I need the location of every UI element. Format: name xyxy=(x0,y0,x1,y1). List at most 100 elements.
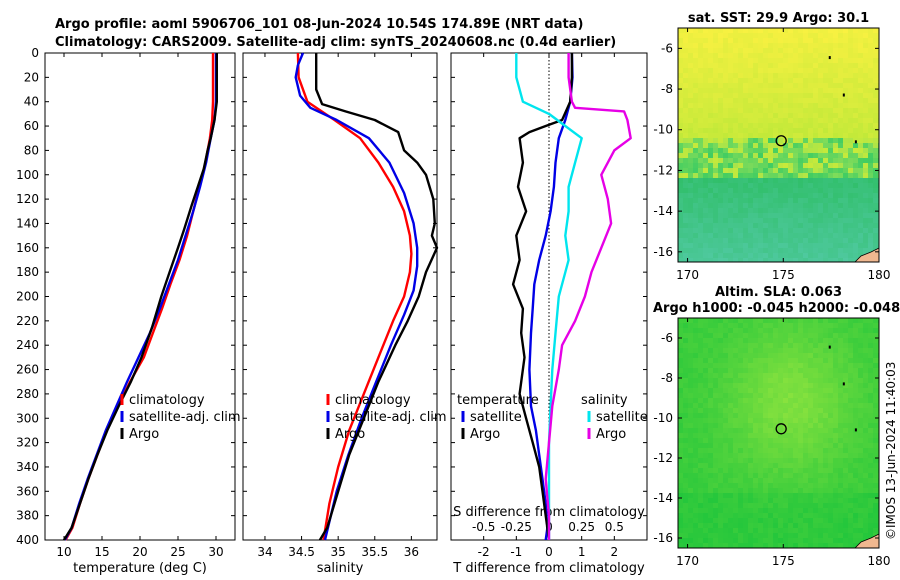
legend-label: satellite-adj. clim xyxy=(335,410,447,425)
x-tick-label: 35.5 xyxy=(361,545,388,559)
map-field xyxy=(678,28,879,262)
y-tick-label: 380 xyxy=(16,509,39,523)
x-tick-label: 35 xyxy=(331,545,346,559)
argo-position-marker xyxy=(775,423,787,435)
y-tick-label: -14 xyxy=(653,491,673,505)
map-subtitle: Argo h1000: -0.045 h2000: -0.048 xyxy=(653,301,900,316)
y-tick-label: 400 xyxy=(16,533,39,547)
y-tick-label: 360 xyxy=(16,484,39,498)
y-tick-label: 120 xyxy=(16,192,39,206)
salinity-tick-label: -0.5 xyxy=(472,520,495,534)
salinity-tick-label: 0.5 xyxy=(605,520,624,534)
x-axis-label: temperature (deg C) xyxy=(73,561,207,576)
legend-label: climatology xyxy=(335,393,411,408)
legend-label: Argo xyxy=(129,427,159,442)
panel-frame xyxy=(44,52,236,541)
map-title: Altim. SLA: 0.063 xyxy=(715,285,842,300)
salinity-tick-label: -0.25 xyxy=(501,520,532,534)
x-tick-label: 25 xyxy=(170,545,185,559)
x-tick-label: 0 xyxy=(545,545,553,559)
title-line-2: Climatology: CARS2009. Satellite-adj cli… xyxy=(55,35,616,50)
island-marker xyxy=(854,140,857,144)
island-marker xyxy=(828,56,831,60)
x-tick-label: 170 xyxy=(676,268,699,282)
legend-label: Argo xyxy=(596,427,626,442)
y-tick-label: 300 xyxy=(16,411,39,425)
temperature-panel: 0 20 40 60 80 100 120 140 160 180 200 220 240 260 280 3… xyxy=(16,46,241,576)
y-tick-label: -6 xyxy=(661,331,673,345)
salinity-tick-label: 0.25 xyxy=(568,520,595,534)
salinity-panel: 34 34.5 35 35.5 36 salinity climatology satelli… xyxy=(242,52,447,576)
x-tick-label: 34 xyxy=(257,545,272,559)
series-line xyxy=(294,52,419,541)
legend-label: satellite-adj. clim xyxy=(129,410,241,425)
y-tick-label: 160 xyxy=(16,241,39,255)
series-line xyxy=(544,53,632,540)
legend-label: climatology xyxy=(129,393,205,408)
y-tick-label: 200 xyxy=(16,290,39,304)
y-tick-label: 320 xyxy=(16,436,39,450)
x-tick-label: 180 xyxy=(868,554,891,568)
y-tick-label: -16 xyxy=(653,245,673,259)
x-tick-label: -2 xyxy=(478,545,490,559)
y-tick-label: -12 xyxy=(653,163,673,177)
series-line xyxy=(315,53,439,541)
map-frame xyxy=(677,317,880,549)
legend-title: temperature xyxy=(457,393,539,408)
legend-title: salinity xyxy=(581,393,628,408)
y-tick-label: -10 xyxy=(653,411,673,425)
y-tick-label: 40 xyxy=(24,95,39,109)
x-tick-label: 15 xyxy=(94,545,109,559)
series-line xyxy=(528,52,574,541)
x-tick-label: 170 xyxy=(676,554,699,568)
map-field xyxy=(678,318,879,548)
y-tick-label: 260 xyxy=(16,363,39,377)
y-tick-label: -10 xyxy=(653,123,673,137)
x-tick-label: 175 xyxy=(772,554,795,568)
legend-label: Argo xyxy=(470,427,500,442)
island-marker xyxy=(842,93,845,97)
y-tick-label: 100 xyxy=(16,168,39,182)
y-tick-label: 20 xyxy=(24,70,39,84)
y-tick-label: 60 xyxy=(24,119,39,133)
y-tick-label: 220 xyxy=(16,314,39,328)
x-tick-label: 180 xyxy=(868,268,891,282)
y-tick-label: -6 xyxy=(661,41,673,55)
argo-position-marker xyxy=(775,135,787,147)
series-line xyxy=(63,53,218,541)
series-line xyxy=(64,53,215,541)
panel-frame xyxy=(242,52,438,541)
x-tick-label: 20 xyxy=(132,545,147,559)
series-line xyxy=(62,53,218,541)
legend-label: satellite xyxy=(596,410,648,425)
x-tick-label: 36 xyxy=(404,545,419,559)
x-tick-label: -1 xyxy=(510,545,522,559)
x-tick-label: 1 xyxy=(578,545,586,559)
island-marker xyxy=(828,345,831,349)
map-frame xyxy=(677,27,880,263)
y-tick-label: -14 xyxy=(653,204,673,218)
y-tick-label: -8 xyxy=(661,82,673,96)
y-tick-label: 0 xyxy=(31,46,39,60)
y-tick-label: 340 xyxy=(16,460,39,474)
title-line-1: Argo profile: aoml 5906706_101 08-Jun-20… xyxy=(55,17,583,32)
island-marker xyxy=(842,382,845,386)
y-tick-label: 140 xyxy=(16,216,39,230)
y-tick-label: 240 xyxy=(16,338,39,352)
x-tick-label: 30 xyxy=(208,545,223,559)
legend-label: Argo xyxy=(335,427,365,442)
legend-label: satellite xyxy=(470,410,522,425)
y-tick-label: -16 xyxy=(653,531,673,545)
y-tick-label: -12 xyxy=(653,451,673,465)
y-tick-label: 280 xyxy=(16,387,39,401)
y-tick-label: -8 xyxy=(661,371,673,385)
x-tick-label: 175 xyxy=(772,268,795,282)
copyright-label: ©IMOS 13-Jun-2024 11:40:03 xyxy=(884,362,898,540)
y-tick-label: 80 xyxy=(24,143,39,157)
series-line xyxy=(511,53,574,541)
map-title: sat. SST: 29.9 Argo: 30.1 xyxy=(688,11,869,26)
